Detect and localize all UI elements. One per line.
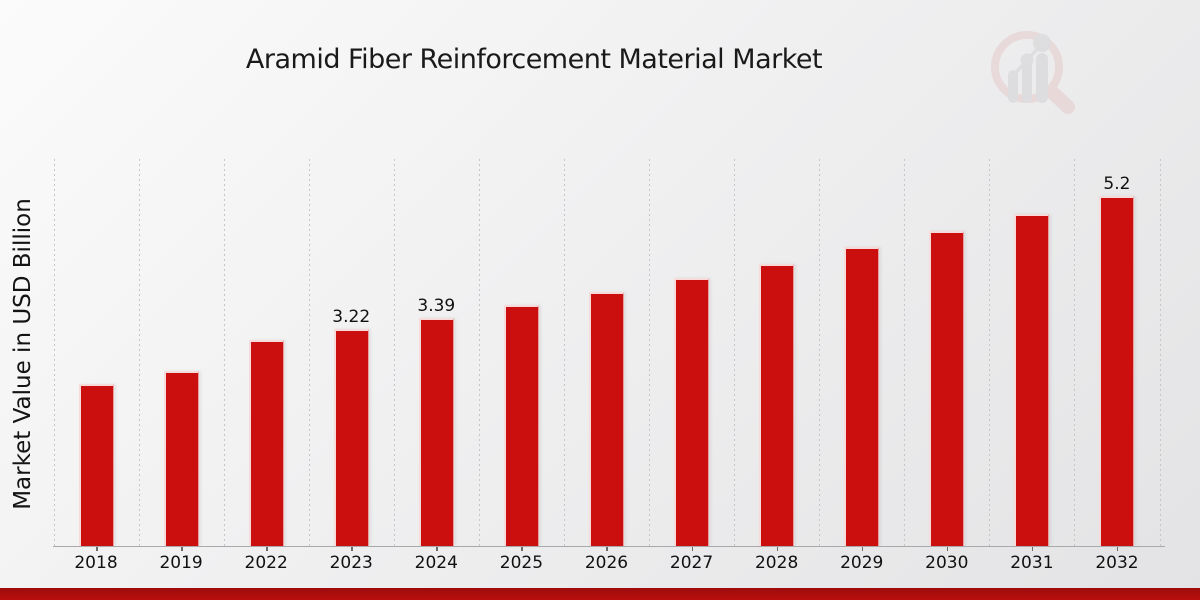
x-tick bbox=[776, 547, 779, 551]
grid-line bbox=[53, 159, 55, 546]
bottom-accent-strip bbox=[0, 588, 1200, 600]
x-tick-label: 2018 bbox=[74, 553, 118, 573]
grid-line bbox=[734, 159, 736, 546]
grid-line bbox=[223, 159, 225, 546]
x-tick-label: 2023 bbox=[329, 553, 373, 573]
grid-line bbox=[563, 159, 565, 546]
x-tick-label: 2027 bbox=[669, 553, 714, 573]
bar-2019 bbox=[163, 370, 199, 546]
x-tick bbox=[946, 547, 949, 551]
bar-2025 bbox=[503, 305, 539, 546]
bar-2024 bbox=[418, 317, 454, 546]
x-tick bbox=[1116, 547, 1119, 551]
x-tick-label: 2031 bbox=[1010, 553, 1054, 573]
bar-2027 bbox=[674, 278, 710, 546]
x-tick bbox=[181, 547, 183, 551]
bar-2023 bbox=[333, 328, 369, 546]
x-tick-label: 2026 bbox=[584, 553, 629, 573]
bar-2028 bbox=[759, 263, 795, 546]
x-tick-label: 2029 bbox=[840, 553, 884, 573]
x-tick-label: 2028 bbox=[754, 553, 799, 573]
bar-2032 bbox=[1099, 195, 1135, 546]
grid-line bbox=[1159, 159, 1161, 546]
x-tick bbox=[521, 547, 523, 551]
grid-line bbox=[649, 159, 651, 546]
x-tick-label: 2025 bbox=[499, 553, 544, 573]
x-tick bbox=[691, 547, 694, 551]
x-tick bbox=[861, 547, 864, 551]
grid-line bbox=[478, 159, 480, 546]
x-axis-line bbox=[53, 546, 1165, 547]
x-tick-label: 2024 bbox=[414, 553, 458, 573]
chart-title: Aramid Fiber Reinforcement Material Mark… bbox=[245, 44, 823, 75]
grid-line bbox=[819, 159, 821, 546]
magnifier-bar-chart-logo-icon bbox=[991, 31, 1075, 114]
x-tick bbox=[436, 547, 438, 551]
grid-line bbox=[904, 159, 906, 546]
grid-line bbox=[138, 159, 140, 546]
x-tick bbox=[1031, 547, 1034, 551]
x-tick-label: 2019 bbox=[159, 553, 203, 573]
x-tick-label: 2030 bbox=[925, 553, 969, 573]
bar-2018 bbox=[78, 383, 114, 546]
grid-line bbox=[1074, 159, 1076, 546]
grid-line bbox=[308, 159, 310, 546]
x-tick-label: 2032 bbox=[1095, 553, 1139, 573]
x-tick bbox=[96, 547, 98, 551]
bar-2030 bbox=[929, 231, 965, 546]
bar-value-label: 3.39 bbox=[417, 295, 456, 316]
bar-2031 bbox=[1014, 213, 1050, 546]
bar-2029 bbox=[844, 247, 880, 546]
x-tick-label: 2022 bbox=[244, 553, 288, 573]
bar-value-label: 5.2 bbox=[1103, 173, 1131, 194]
grid-line bbox=[393, 159, 395, 546]
bar-2022 bbox=[248, 339, 284, 546]
bar-2026 bbox=[588, 291, 624, 546]
bar-value-label: 3.22 bbox=[332, 306, 371, 327]
grid-line bbox=[989, 159, 991, 546]
x-tick bbox=[266, 547, 268, 551]
x-tick bbox=[351, 547, 353, 551]
x-tick bbox=[606, 547, 608, 551]
